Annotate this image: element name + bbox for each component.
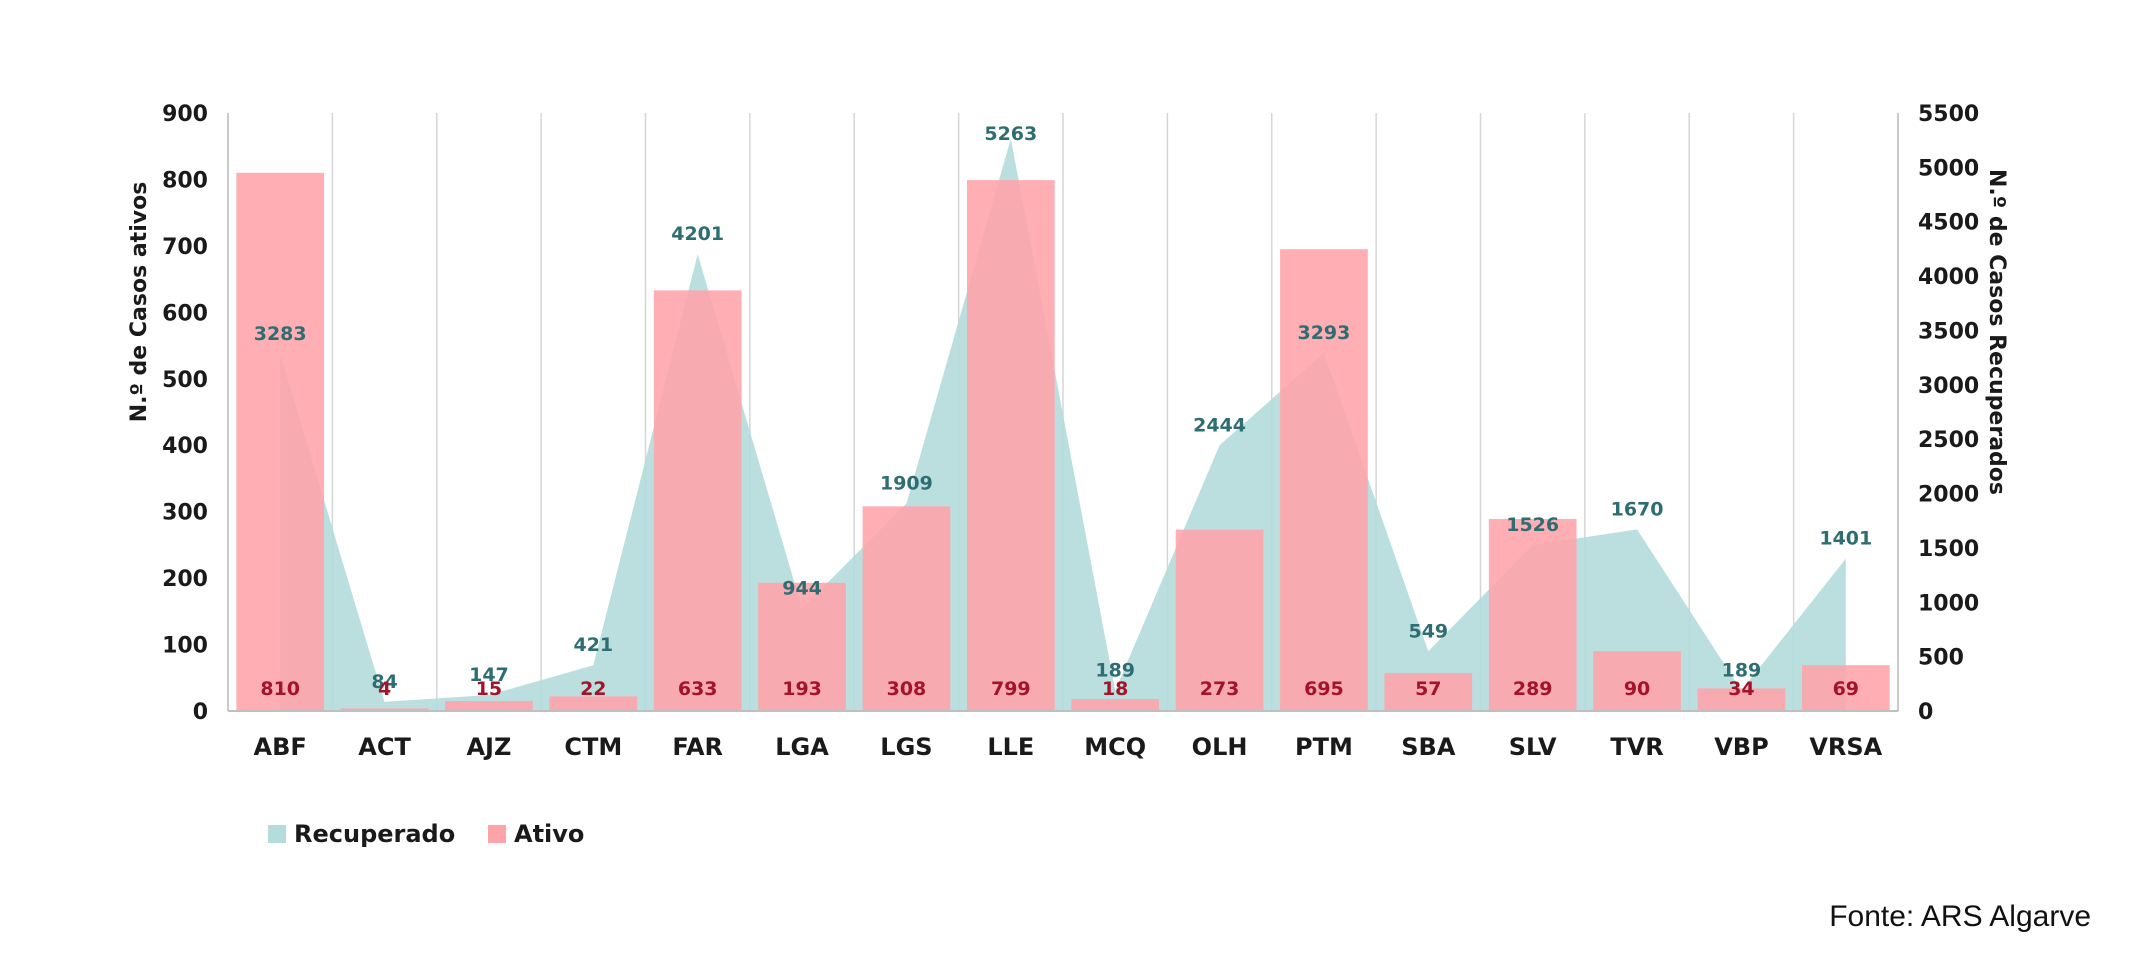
ativo-bar [340,708,429,711]
y2-tick-label: 4000 [1918,265,1979,290]
ativo-data-label: 90 [1624,678,1650,700]
recuperado-data-label: 189 [1095,659,1135,681]
legend-label-recuperado: Recuperado [294,820,455,848]
ativo-data-label: 799 [991,678,1031,700]
ativo-data-label: 308 [887,678,927,700]
ativo-data-label: 69 [1833,678,1859,700]
x-tick-label: CTM [564,733,622,761]
ativo-bar [549,696,638,711]
legend-label-ativo: Ativo [514,820,584,848]
recuperado-data-label: 421 [573,634,613,656]
x-tick-label: LGA [775,733,829,761]
y-tick-label: 900 [162,102,208,127]
y2-tick-label: 3500 [1918,319,1979,344]
recuperado-data-label: 549 [1408,620,1448,642]
ativo-data-label: 695 [1304,678,1344,700]
x-tick-label: AJZ [466,733,511,761]
recuperado-data-label: 1401 [1819,528,1872,550]
ativo-bar [1801,665,1890,711]
ativo-bar [862,506,951,711]
y2-tick-label: 4500 [1918,211,1979,236]
x-tick-label: VRSA [1809,733,1882,761]
y2-tick-label: 0 [1918,700,1933,725]
x-tick-label: TVR [1610,733,1663,761]
ativo-data-label: 273 [1200,678,1240,700]
ativo-bar [653,290,742,711]
x-tick-label: MCQ [1084,733,1146,761]
source-note: Fonte: ARS Algarve [1829,900,2091,933]
y-tick-label: 700 [162,235,208,260]
recuperado-data-label: 3293 [1297,322,1350,344]
recuperado-data-label: 1909 [880,472,933,494]
y2-tick-label: 3000 [1918,374,1979,399]
x-tick-label: ABF [254,733,307,761]
ativo-bars [236,172,1890,712]
ativo-bar [1280,249,1368,711]
y-axis-title: N.º de Casos ativos [127,182,152,423]
recuperado-data-label: 84 [371,671,397,693]
recuperado-data-label: 189 [1722,659,1762,681]
ativo-data-label: 289 [1513,678,1553,700]
recuperado-data-label: 147 [469,664,509,686]
ativo-data-label: 57 [1415,678,1441,700]
legend: Recuperado Ativo [268,820,584,848]
y2-tick-label: 1000 [1918,591,1979,616]
x-tick-label: SLV [1509,733,1557,761]
y-tick-label: 800 [162,168,208,193]
ativo-bar [236,172,325,712]
ativo-data-label: 633 [678,678,718,700]
ativo-bar [966,180,1055,711]
legend-swatch-ativo [488,825,506,843]
ativo-data-label: 18 [1102,678,1128,700]
x-tick-label: OLH [1192,733,1248,761]
recuperado-data-label: 2444 [1193,414,1246,436]
y2-tick-label: 1500 [1918,537,1979,562]
x-tick-label: LGS [880,733,932,761]
y2-tick-label: 2500 [1918,428,1979,453]
recuperado-data-label: 5263 [984,123,1037,145]
x-tick-label: VBP [1714,733,1768,761]
y2-tick-label: 5500 [1918,102,1979,127]
x-tick-label: ACT [358,733,411,761]
y2-tick-label: 5000 [1918,156,1979,181]
ativo-bar [445,701,533,711]
ativo-data-label: 22 [580,678,606,700]
y2-axis-title: N.º de Casos Recuperados [1984,169,2009,495]
y-tick-label: 400 [162,434,208,459]
x-tick-label: LLE [987,733,1034,761]
ativo-data-label: 34 [1728,678,1754,700]
recuperado-data-label: 4201 [671,223,724,245]
ativo-data-label: 193 [782,678,822,700]
y-tick-label: 200 [162,567,208,592]
data-labels: 3283 84 147 421 4201 944 1909 5263 189 2444 3293 54… [254,123,1873,700]
y-tick-label: 600 [162,301,208,326]
ativo-data-label: 4 [378,678,391,700]
ativo-data-label: 15 [476,678,502,700]
ativo-bar [758,582,846,711]
recuperado-data-label: 944 [782,577,822,599]
y-tick-label: 300 [162,501,208,526]
legend-swatch-recuperado [268,825,286,843]
y-tick-label: 500 [162,368,208,393]
recuperado-data-label: 3283 [254,323,307,345]
x-tick-label: PTM [1295,733,1353,761]
ativo-bar [1697,688,1786,711]
ativo-bar [1175,529,1264,711]
x-tick-label: FAR [672,733,723,761]
ativo-bar [1071,699,1160,711]
axes: 0 100 200 300 400 500 600 700 800 900 0 500 1000 1500… [127,102,2009,761]
ativo-bar [1593,651,1681,711]
x-tick-label: SBA [1401,733,1456,761]
y-tick-label: 100 [162,634,208,659]
y2-tick-label: 2000 [1918,483,1979,508]
recuperado-data-label: 1526 [1506,514,1559,536]
ativo-bar [1488,518,1577,711]
y-tick-label: 0 [193,700,208,725]
ativo-bar [1384,673,1473,711]
recuperado-data-label: 1670 [1611,498,1664,520]
ativo-data-label: 810 [260,678,300,700]
y2-tick-label: 500 [1918,646,1964,671]
